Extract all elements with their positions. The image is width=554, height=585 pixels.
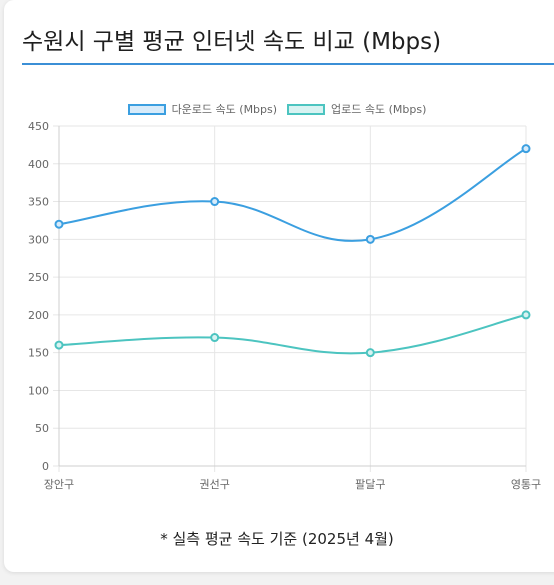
- legend-swatch-download: [127, 103, 166, 115]
- y-tick-label: 50: [35, 422, 49, 435]
- legend: 다운로드 속도 (Mbps) 업로드 속도 (Mbps): [0, 101, 554, 117]
- x-tick-label: 팔달구: [355, 478, 385, 491]
- footnote: * 실측 평균 속도 기준 (2025년 4월): [160, 530, 394, 548]
- y-tick-label: 200: [28, 309, 49, 322]
- data-point-upload: [210, 333, 220, 343]
- x-tick-label: 권선구: [199, 478, 229, 491]
- x-tick-label: 장안구: [44, 478, 74, 491]
- title-divider: [22, 63, 554, 65]
- legend-label-upload: 업로드 속도 (Mbps): [331, 103, 427, 116]
- y-tick-label: 300: [28, 233, 49, 246]
- data-point-download: [521, 144, 531, 154]
- series-line-upload: [58, 313, 527, 355]
- legend-swatch-upload: [287, 103, 326, 115]
- y-tick-label: 400: [28, 158, 49, 171]
- data-point-upload: [365, 348, 375, 358]
- series-line-download: [58, 147, 527, 242]
- data-point-download: [365, 234, 375, 244]
- data-point-download: [54, 219, 64, 229]
- page-title: 수원시 구별 평균 인터넷 속도 비교 (Mbps): [22, 29, 442, 55]
- y-tick-label: 250: [28, 271, 49, 284]
- legend-item-download[interactable]: 다운로드 속도 (Mbps): [127, 101, 278, 117]
- legend-item-upload[interactable]: 업로드 속도 (Mbps): [287, 101, 426, 117]
- y-tick-label: 0: [42, 460, 49, 473]
- y-tick-label: 150: [28, 347, 49, 360]
- y-tick-label: 450: [28, 120, 49, 133]
- y-tick-label: 100: [28, 384, 49, 397]
- y-tick-label: 350: [28, 196, 49, 209]
- data-point-upload: [54, 340, 64, 350]
- data-point-download: [210, 197, 220, 207]
- chart-card: [4, 0, 554, 572]
- x-tick-label: 영통구: [511, 478, 541, 491]
- data-point-upload: [521, 310, 531, 320]
- legend-label-download: 다운로드 속도 (Mbps): [171, 103, 278, 116]
